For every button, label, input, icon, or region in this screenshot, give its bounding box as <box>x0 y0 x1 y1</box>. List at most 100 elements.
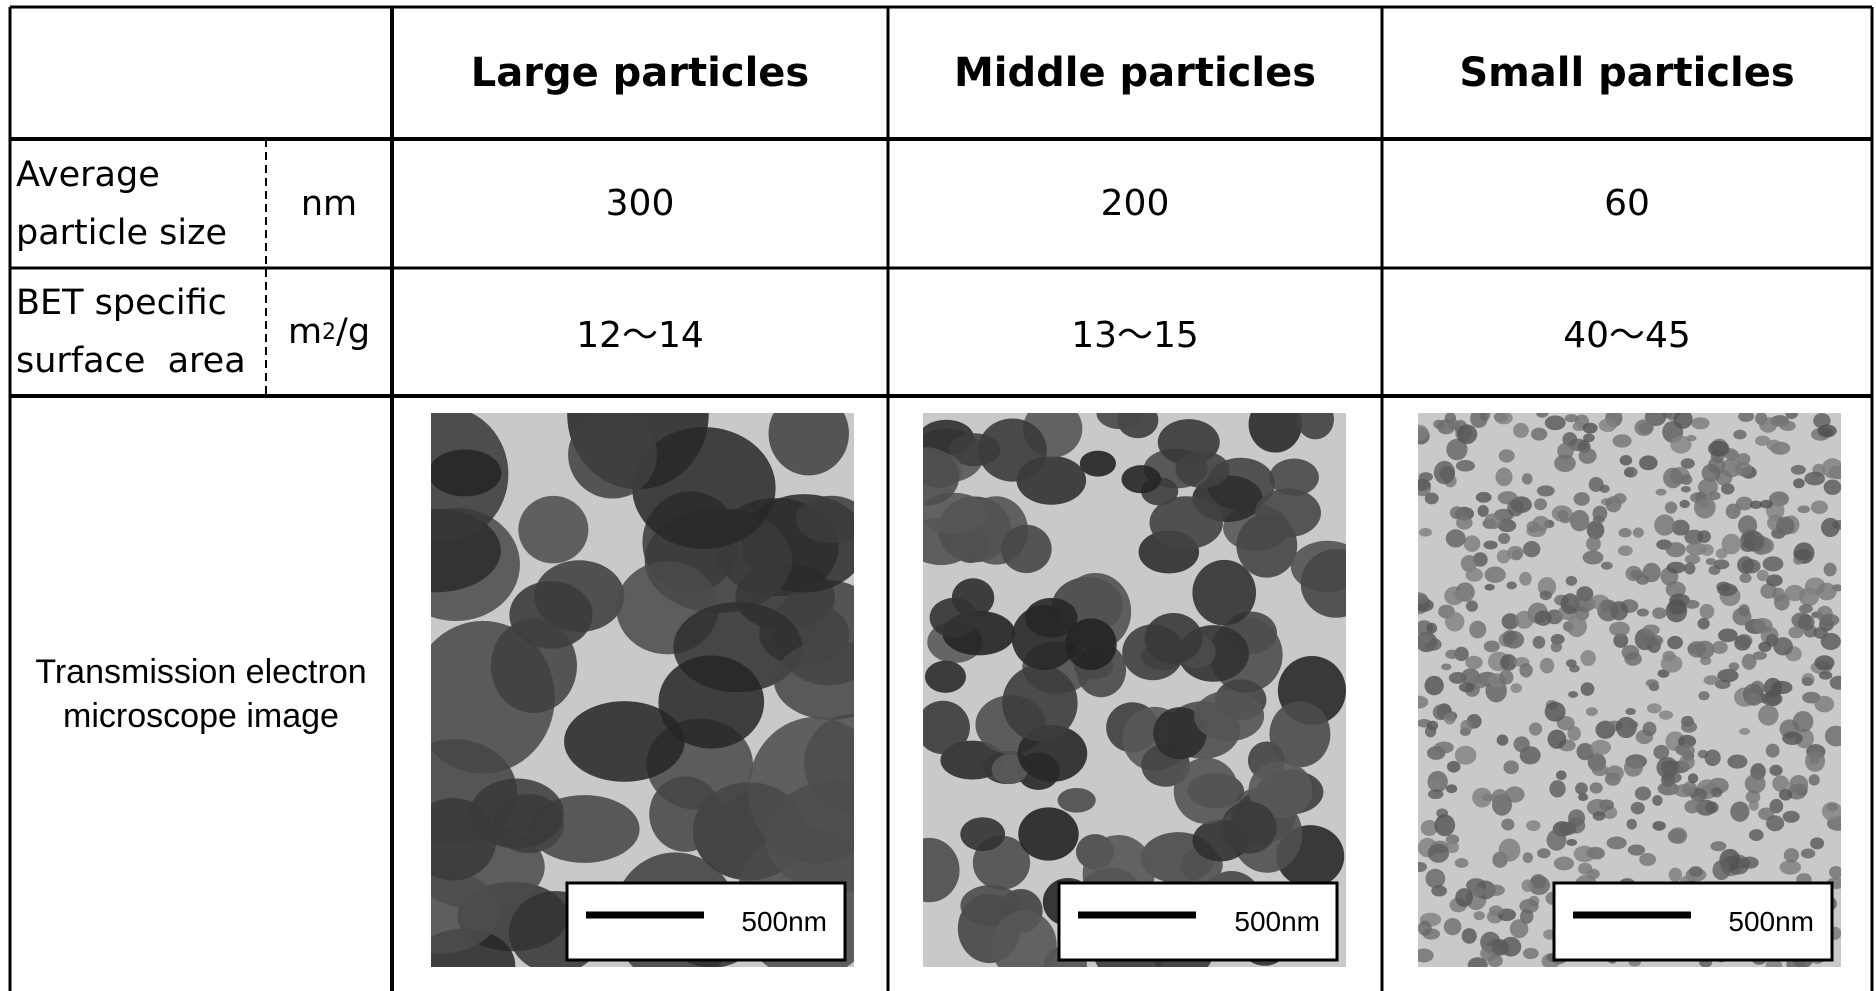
particle <box>1763 556 1784 571</box>
particle <box>1018 807 1078 860</box>
particle <box>1221 801 1276 853</box>
particle <box>1656 489 1667 496</box>
particle <box>1523 852 1533 863</box>
particle <box>1783 811 1800 823</box>
particle <box>1717 583 1737 596</box>
cell-value: 40〜45 <box>1382 268 1872 396</box>
particle <box>1773 637 1793 655</box>
particle <box>1811 501 1828 514</box>
particle <box>1825 726 1847 747</box>
particle <box>1749 800 1759 811</box>
particle <box>1612 434 1631 447</box>
particle <box>428 450 501 497</box>
particle <box>1753 618 1773 633</box>
particle <box>1459 682 1475 692</box>
particle <box>1601 600 1612 612</box>
particle <box>1194 691 1264 742</box>
particle <box>1499 838 1521 861</box>
particle <box>1732 608 1751 626</box>
particle <box>1638 422 1654 434</box>
particle <box>1705 749 1721 766</box>
particle <box>1144 613 1202 664</box>
particle <box>1697 530 1711 543</box>
particle <box>1607 837 1627 850</box>
particle <box>1712 860 1730 880</box>
particle <box>1759 417 1777 432</box>
particle <box>1578 863 1592 875</box>
particle <box>1586 707 1598 716</box>
particle <box>1002 665 1077 742</box>
particle <box>491 619 577 714</box>
particle <box>1470 409 1488 428</box>
particle <box>1613 493 1626 504</box>
particle <box>1688 641 1706 658</box>
particle <box>1495 468 1512 487</box>
particle <box>1566 616 1587 637</box>
particle <box>1809 774 1820 785</box>
particle <box>1830 676 1848 690</box>
particle <box>1519 663 1532 677</box>
particle <box>1819 671 1832 680</box>
particle <box>1758 642 1771 652</box>
particle <box>1586 847 1604 859</box>
particle <box>1559 822 1576 835</box>
particle <box>1412 479 1431 491</box>
particle <box>1780 860 1802 874</box>
particle <box>1450 506 1464 519</box>
particle <box>1776 517 1794 535</box>
particle <box>1249 396 1302 452</box>
particle <box>1667 636 1683 649</box>
particle <box>1411 425 1429 441</box>
particle <box>1739 573 1751 583</box>
particle <box>1600 485 1610 493</box>
particle <box>1455 888 1473 907</box>
particle <box>1815 655 1835 670</box>
particle <box>925 661 966 693</box>
particle <box>1821 518 1840 537</box>
particle <box>1466 600 1478 611</box>
particle <box>1176 451 1230 488</box>
particle <box>658 655 764 748</box>
particle <box>1769 765 1782 776</box>
particle <box>1624 759 1643 777</box>
particle <box>1738 411 1754 422</box>
particle <box>1523 948 1539 959</box>
particle <box>1618 546 1633 556</box>
particle <box>895 447 959 505</box>
particle <box>1556 770 1567 780</box>
particle <box>1643 722 1657 737</box>
particle <box>1581 682 1595 696</box>
particle <box>1455 858 1469 868</box>
particle <box>1673 409 1692 428</box>
particle <box>1625 708 1636 715</box>
particle <box>1697 499 1710 508</box>
particle <box>1547 730 1566 749</box>
particle <box>1425 726 1436 738</box>
particle <box>568 411 657 499</box>
column-header: Small particles <box>1382 7 1872 139</box>
particle <box>1532 516 1549 532</box>
particle <box>1669 868 1682 882</box>
particle <box>1666 600 1688 623</box>
particle <box>1656 757 1678 779</box>
particle <box>1705 802 1718 814</box>
particle <box>1793 478 1805 488</box>
particle <box>748 717 884 864</box>
particle <box>1097 398 1144 429</box>
particle <box>1742 654 1757 670</box>
particle <box>1593 811 1606 821</box>
particle <box>1688 773 1698 783</box>
particle <box>1684 563 1695 575</box>
particle <box>1065 618 1117 670</box>
particle <box>1484 513 1502 529</box>
row-label: BET specific surface area <box>10 268 260 396</box>
particle <box>1431 885 1447 896</box>
particle <box>1712 641 1728 654</box>
particle <box>1822 458 1843 478</box>
particle <box>1418 921 1432 936</box>
cell-value: 60 <box>1382 139 1872 268</box>
particle <box>1487 885 1505 896</box>
particle <box>1674 784 1695 797</box>
particle <box>1545 415 1566 430</box>
particle <box>1590 782 1603 793</box>
